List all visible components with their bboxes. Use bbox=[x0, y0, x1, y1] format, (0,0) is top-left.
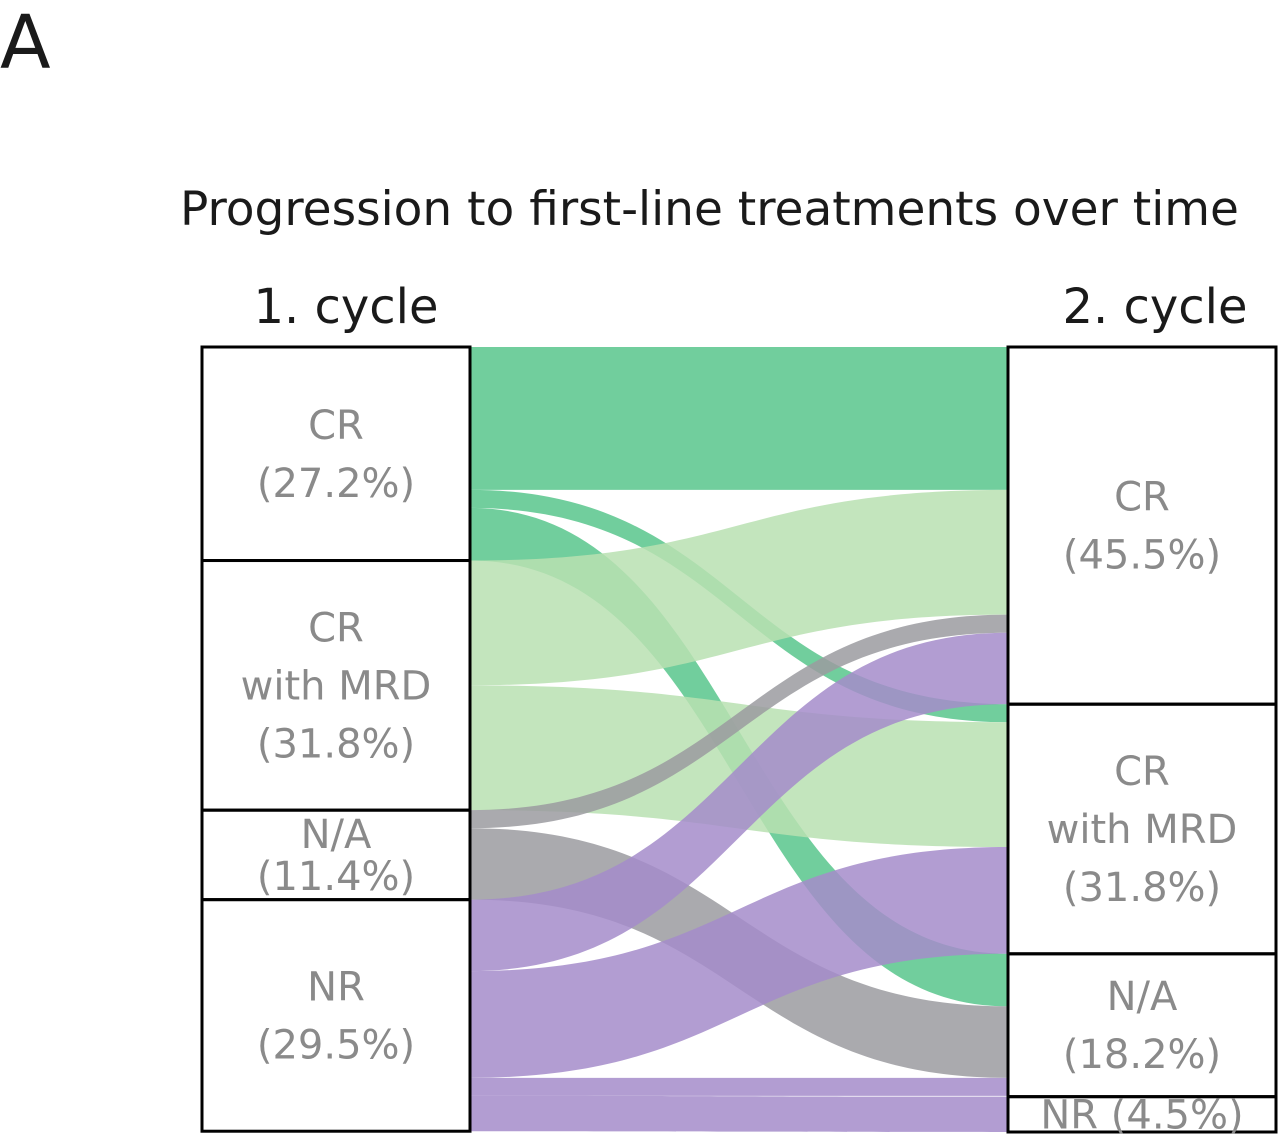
chart-title: Progression to first-line treatments ove… bbox=[180, 182, 1239, 237]
flow-cr-to-cr bbox=[470, 347, 1008, 490]
flow-cr-with-mrd-to-cr bbox=[470, 489, 1008, 686]
cycle1-node-nr bbox=[200, 898, 472, 1133]
stage-1-heading: 1. cycle bbox=[253, 279, 438, 335]
flow-n-a-to-cr bbox=[470, 614, 1008, 829]
flow-nr-to-nr bbox=[470, 1095, 1008, 1132]
flow-nr-to-cr-with-mrd bbox=[470, 847, 1008, 1078]
cycle1-node-cr-with-mrd-label-2: with MRD bbox=[241, 663, 432, 709]
cycle2-node-nr bbox=[1006, 1095, 1278, 1134]
flow-nr-to-cr bbox=[470, 632, 1008, 972]
cycle2-node-cr-label-1: CR bbox=[1114, 475, 1170, 521]
panel-letter: A bbox=[0, 0, 51, 86]
cycle2-node-n-a-label-1: N/A bbox=[1107, 974, 1178, 1020]
cycle2-node-nr-label-1: NR (4.5%) bbox=[1040, 1092, 1243, 1138]
cycle1-node-nr-label-1: NR bbox=[307, 964, 365, 1010]
cycle1-node-cr-with-mrd-label-1: CR bbox=[308, 605, 364, 651]
cycle1-node-cr-label-1: CR bbox=[308, 403, 364, 449]
flow-nr-to-n-a bbox=[470, 1077, 1008, 1096]
stage-2-heading: 2. cycle bbox=[1062, 279, 1247, 335]
cycle1-node-n-a-label-2: (11.4%) bbox=[257, 854, 415, 900]
cycle1-node-n-a-label-1: N/A bbox=[301, 812, 372, 858]
cycle2-node-n-a-label-2: (18.2%) bbox=[1063, 1032, 1221, 1078]
flows bbox=[470, 347, 1008, 1132]
cycle1-node-nr-label-2: (29.5%) bbox=[257, 1022, 415, 1068]
cycle2-node-cr bbox=[1006, 345, 1278, 706]
cycle1-node-cr-label-2: (27.2%) bbox=[257, 461, 415, 507]
cycle2-node-cr-with-mrd-label-2: with MRD bbox=[1047, 807, 1238, 853]
cycle1-node-cr-with-mrd-label-3: (31.8%) bbox=[257, 721, 415, 767]
cycle2-node-cr-with-mrd-label-1: CR bbox=[1114, 749, 1170, 795]
cycle1-node-cr bbox=[200, 345, 472, 563]
cycle2-node-cr-with-mrd-label-3: (31.8%) bbox=[1063, 865, 1221, 911]
cycle2-node-cr-label-2: (45.5%) bbox=[1063, 533, 1221, 579]
